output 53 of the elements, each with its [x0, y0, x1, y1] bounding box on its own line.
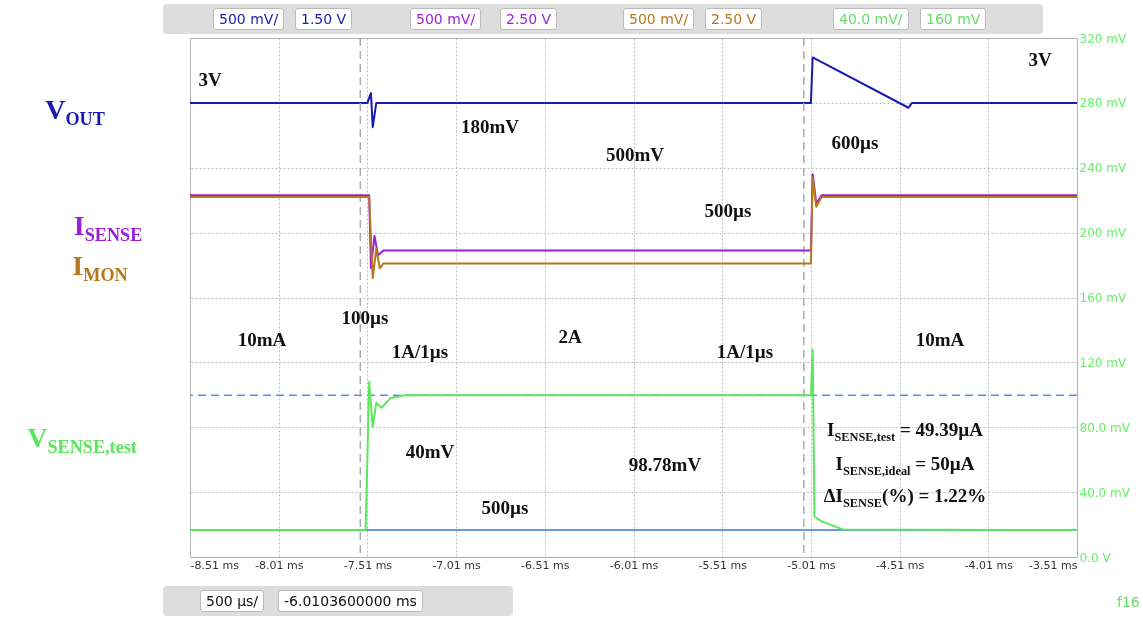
y-tick-label: 200 mV	[1079, 226, 1127, 241]
annotation: 1A/1µs	[716, 341, 774, 363]
text: 500 mV/	[410, 8, 482, 30]
text: 2.50 V	[705, 8, 763, 30]
text: 1.50 V	[295, 8, 353, 30]
annotation: 1A/1µs	[391, 341, 449, 363]
annotation: 3V	[1028, 49, 1052, 71]
x-tick-label: -5.51 ms	[698, 558, 748, 572]
annotation: 10mA	[237, 329, 287, 351]
annotation: 500mV	[605, 144, 665, 166]
y-tick-label: 240 mV	[1079, 161, 1127, 176]
y-tick-label: 320 mV	[1079, 31, 1127, 46]
text: V$_{OUT}$	[45, 93, 105, 131]
x-tick-label: -7.01 ms	[432, 558, 482, 572]
annotation: 98.78mV	[628, 454, 702, 476]
text: 500 mV/	[213, 8, 285, 30]
text: -6.0103600000 ms	[278, 590, 423, 612]
annotation: 40mV	[405, 441, 455, 463]
text: f16	[1116, 593, 1141, 612]
text: 500 µs/	[200, 590, 265, 612]
annotation: 500µs	[704, 200, 752, 222]
annotation: I$_{SENSE,test}$ = 49.39µA	[827, 419, 983, 445]
y-tick-label: 120 mV	[1079, 355, 1127, 370]
annotation: 500µs	[481, 497, 529, 519]
series-label: I$_{SENSE}$	[73, 209, 143, 247]
x-tick-label: -6.01 ms	[609, 558, 659, 572]
y-tick-label: 0.0 V	[1079, 550, 1112, 565]
x-tick-label: -8.51 ms	[190, 558, 240, 572]
y-tick-label: 160 mV	[1079, 291, 1127, 305]
x-tick-label: -5.01 ms	[787, 558, 836, 572]
annotation: 3V	[198, 69, 222, 91]
text: 160 mV	[920, 8, 987, 30]
y-tick-label: 280 mV	[1079, 96, 1127, 111]
text: 40.0 mV/	[833, 8, 909, 30]
x-tick-label: -7.51 ms	[343, 558, 393, 572]
annotation: 180mV	[460, 116, 520, 138]
x-tick-label: -6.51 ms	[521, 558, 570, 572]
annotation: 100µs	[341, 307, 389, 329]
annotation: 10mA	[915, 329, 965, 351]
annotation: I$_{SENSE,ideal}$ = 50µA	[835, 453, 975, 479]
x-tick-label: -8.01 ms	[255, 558, 304, 572]
text: I$_{MON}$	[72, 249, 128, 287]
x-tick-label: -4.51 ms	[875, 558, 925, 572]
annotation: ΔI$_{SENSE}$(%) = 1.22%	[823, 485, 987, 511]
text: 500 mV/	[623, 8, 695, 30]
y-tick-label: 80.0 mV	[1079, 420, 1131, 435]
annotation: 2A	[558, 326, 582, 348]
y-tick-label: 40.0 mV	[1079, 485, 1131, 500]
x-tick-label: -4.01 ms	[964, 558, 1014, 572]
x-tick-label: -3.51 ms	[1029, 558, 1078, 572]
text: V$_{SENSE,test}$	[27, 421, 137, 459]
text: 2.50 V	[500, 8, 558, 30]
annotation: 600µs	[831, 132, 879, 154]
